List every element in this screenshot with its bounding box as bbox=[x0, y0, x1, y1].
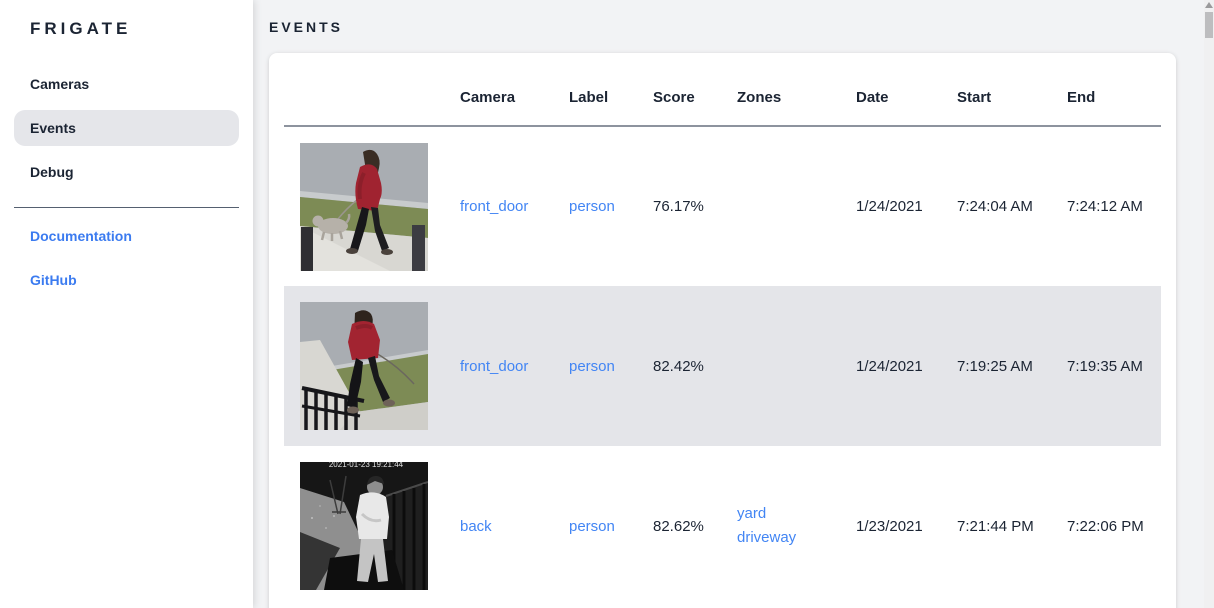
camera-link[interactable]: front_door bbox=[460, 198, 529, 215]
event-thumbnail-cell bbox=[284, 286, 460, 446]
sidebar-item-debug[interactable]: Debug bbox=[14, 154, 239, 190]
end-value: 7:19:35 AM bbox=[1067, 357, 1143, 375]
zone-link[interactable]: driveway bbox=[737, 529, 797, 546]
date-value: 1/23/2021 bbox=[856, 517, 923, 535]
zones-cell bbox=[737, 286, 856, 446]
scrollbar-thumb[interactable] bbox=[1205, 12, 1213, 38]
zones-cell: yard driveway bbox=[737, 446, 856, 606]
column-header-date: Date bbox=[856, 53, 957, 127]
event-thumbnail-cell bbox=[284, 126, 460, 286]
label-link[interactable]: person bbox=[569, 198, 615, 215]
sidebar-link-documentation[interactable]: Documentation bbox=[14, 218, 239, 254]
event-thumbnail[interactable]: 2021-01-23 19:21:44 bbox=[300, 462, 428, 590]
sidebar-item-events[interactable]: Events bbox=[14, 110, 239, 146]
event-thumbnail[interactable] bbox=[300, 302, 428, 430]
event-row[interactable]: front_door person 82.42% 1/24/2021 7:19:… bbox=[284, 286, 1161, 446]
events-table: Camera Label Score Zones Date Start End bbox=[284, 53, 1161, 606]
zones-cell bbox=[737, 126, 856, 286]
column-header-end: End bbox=[1067, 53, 1161, 127]
event-thumbnail-cell: 2021-01-23 19:21:44 bbox=[284, 446, 460, 606]
event-thumbnail[interactable] bbox=[300, 142, 428, 271]
page-title: EVENTS bbox=[269, 19, 344, 35]
event-row[interactable]: 2021-01-23 19:21:44 back person 82.62% y… bbox=[284, 446, 1161, 606]
events-table-body: front_door person 76.17% 1/24/2021 7:24:… bbox=[284, 126, 1161, 606]
page-scrollbar[interactable] bbox=[1204, 0, 1214, 608]
column-header-score: Score bbox=[653, 53, 737, 127]
thumbnail-art-red-coat-dog bbox=[300, 142, 428, 271]
sidebar-divider bbox=[14, 207, 239, 208]
zone-link[interactable]: yard bbox=[737, 505, 767, 522]
camera-link[interactable]: front_door bbox=[460, 357, 529, 375]
thumbnail-art-red-jacket-back bbox=[300, 302, 428, 430]
sidebar-item-label: Cameras bbox=[30, 76, 90, 92]
label-link[interactable]: person bbox=[569, 357, 615, 375]
camera-link[interactable]: back bbox=[460, 517, 492, 535]
sidebar-item-label: Events bbox=[30, 120, 76, 136]
label-link[interactable]: person bbox=[569, 517, 615, 535]
sidebar-item-cameras[interactable]: Cameras bbox=[14, 66, 239, 102]
sidebar-external-links: Documentation GitHub bbox=[14, 218, 239, 298]
score-value: 82.42% bbox=[653, 357, 704, 375]
sidebar-link-label: GitHub bbox=[30, 272, 77, 288]
start-value: 7:24:04 AM bbox=[957, 198, 1033, 215]
start-value: 7:19:25 AM bbox=[957, 357, 1033, 375]
column-header-label: Label bbox=[569, 53, 653, 127]
column-header-camera: Camera bbox=[460, 53, 569, 127]
score-value: 76.17% bbox=[653, 198, 704, 215]
column-header-thumbnail bbox=[284, 53, 460, 127]
main-content: EVENTS Camera Label Score Zones Date Sta… bbox=[253, 0, 1214, 608]
date-value: 1/24/2021 bbox=[856, 357, 923, 375]
sidebar-item-label: Debug bbox=[30, 164, 74, 180]
start-value: 7:21:44 PM bbox=[957, 517, 1034, 535]
sidebar-link-label: Documentation bbox=[30, 228, 132, 244]
sidebar-link-github[interactable]: GitHub bbox=[14, 262, 239, 298]
event-row[interactable]: front_door person 76.17% 1/24/2021 7:24:… bbox=[284, 126, 1161, 286]
events-card: Camera Label Score Zones Date Start End bbox=[269, 53, 1176, 608]
scrollbar-up-arrow-icon[interactable] bbox=[1205, 2, 1213, 8]
table-header-row: Camera Label Score Zones Date Start End bbox=[284, 53, 1161, 127]
thumbnail-art-night-person: 2021-01-23 19:21:44 bbox=[300, 462, 428, 590]
date-value: 1/24/2021 bbox=[856, 198, 923, 215]
sidebar: FRIGATE Cameras Events Debug Documentati… bbox=[0, 0, 253, 608]
thumb-timestamp: 2021-01-23 19:21:44 bbox=[329, 462, 404, 469]
end-value: 7:24:12 AM bbox=[1067, 198, 1143, 215]
column-header-start: Start bbox=[957, 53, 1067, 127]
score-value: 82.62% bbox=[653, 517, 704, 535]
end-value: 7:22:06 PM bbox=[1067, 517, 1144, 535]
app-logo: FRIGATE bbox=[30, 19, 132, 38]
column-header-zones: Zones bbox=[737, 53, 856, 127]
sidebar-nav: Cameras Events Debug bbox=[14, 66, 239, 190]
